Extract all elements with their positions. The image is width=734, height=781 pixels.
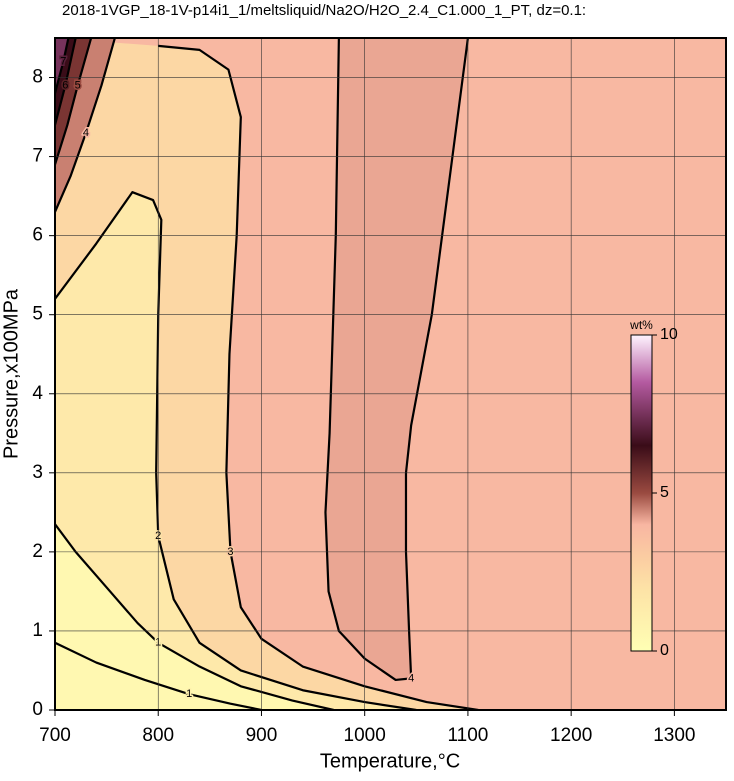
contour-label: 5 — [75, 79, 81, 91]
contour-label: 6 — [62, 79, 68, 91]
contour-line — [55, 38, 116, 213]
colorbar-label: wt% — [629, 318, 653, 332]
colorbar-tick-label: 10 — [660, 326, 678, 343]
y-tick-label: 3 — [32, 462, 43, 483]
contour-line — [55, 38, 77, 126]
x-tick-label: 1000 — [344, 725, 386, 746]
x-tick-label: 1100 — [447, 725, 488, 746]
chart-title: 2018-1VGP_18-1V-p14i1_1/meltsliquid/Na2O… — [62, 2, 586, 19]
contour-line — [55, 38, 70, 94]
axes: 700 800 900 1000 1100 1200 1300012345678wt%051… — [32, 37, 727, 746]
y-tick-label: 5 — [32, 304, 43, 325]
x-tick-label: 1300 — [653, 725, 695, 746]
contour-line — [55, 38, 93, 165]
x-tick-label: 800 — [142, 725, 174, 746]
contour-fill — [55, 38, 417, 710]
contour-label: 1 — [186, 688, 192, 700]
y-tick-label: 0 — [32, 699, 43, 720]
y-tick-label: 8 — [32, 67, 43, 88]
colorbar — [630, 334, 653, 652]
y-tick-label: 4 — [32, 383, 43, 404]
colorbar-tick-label: 5 — [660, 484, 669, 501]
contour-label: 4 — [83, 127, 89, 139]
contour-fill — [55, 38, 334, 710]
x-tick-label: 900 — [246, 725, 278, 746]
plot-frame — [54, 37, 727, 711]
contour-line — [55, 191, 417, 710]
x-tick-label: 700 — [39, 725, 71, 746]
y-tick-label: 1 — [32, 620, 43, 641]
x-tick-label: 1200 — [550, 725, 592, 746]
y-tick-label: 6 — [32, 225, 43, 246]
contour-fill — [325, 38, 468, 680]
contour-line — [55, 641, 262, 710]
colorbar-tick-label: 0 — [660, 642, 669, 659]
x-axis-label: Temperature,°C — [320, 750, 460, 772]
y-tick-label: 7 — [32, 146, 43, 167]
y-axis-label: Pressure,x100MPa — [0, 288, 22, 459]
contour-label: 4 — [408, 672, 414, 684]
y-tick-label: 2 — [32, 541, 43, 562]
contour-label: 7 — [60, 56, 66, 68]
